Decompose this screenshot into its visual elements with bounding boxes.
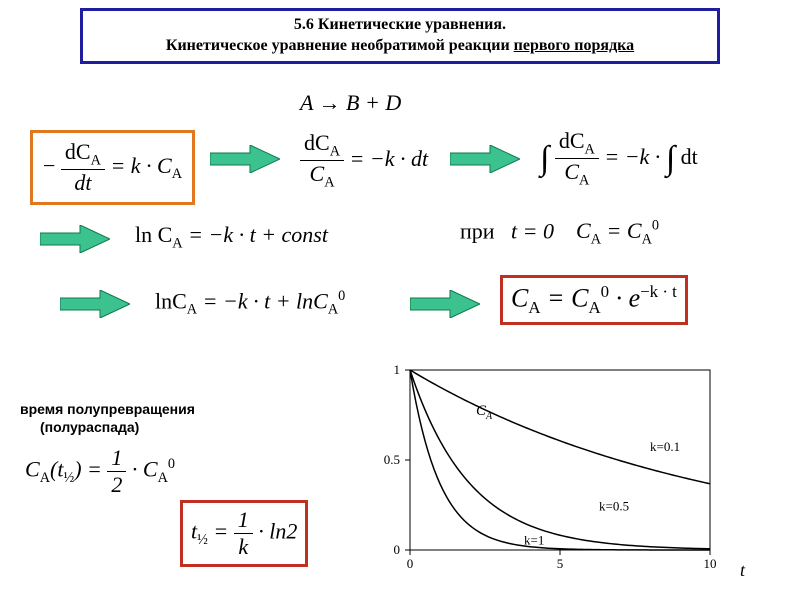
svg-text:0.5: 0.5: [384, 452, 400, 467]
eq5: lnCA = −k · t + lnCA0: [155, 288, 345, 319]
arrow-5: [410, 290, 480, 318]
reaction-equation: A → B + D: [300, 90, 401, 116]
title-line2: Кинетическое уравнение необратимой реакц…: [93, 36, 707, 57]
svg-text:k=1: k=1: [524, 533, 544, 548]
arrow-4: [60, 290, 130, 318]
svg-text:0: 0: [394, 542, 401, 557]
decay-chart: 0 5 10 0 0.5 1 k=0.1 k=0.5 k=1 CA: [370, 360, 730, 580]
eq7: CA(t½) = 1 2 · CA0: [25, 445, 175, 498]
title-line1: 5.6 Кинетические уравнения.: [93, 15, 707, 36]
eq3: ∫ dCA CA = −k · ∫ dt: [540, 128, 698, 190]
svg-text:0: 0: [407, 556, 414, 571]
eq2: dCA CA = −k · dt: [300, 130, 428, 192]
eq1-box: − dCA dt = k · CA: [30, 130, 195, 205]
eq1: − dCA dt = k · CA: [30, 130, 195, 205]
svg-text:1: 1: [394, 362, 401, 377]
eq6: CA = CA0 · e−k · t: [500, 275, 688, 325]
eq8: t½ = 1 k · ln2: [180, 500, 308, 567]
half-life-label: время полупревращения (полураспада): [20, 400, 195, 436]
svg-text:k=0.5: k=0.5: [599, 498, 629, 513]
arrow-2: [450, 145, 520, 173]
svg-text:CA: CA: [476, 403, 493, 422]
svg-text:k=0.1: k=0.1: [650, 439, 680, 454]
svg-text:5: 5: [557, 556, 564, 571]
slide-title-box: 5.6 Кинетические уравнения. Кинетическое…: [80, 8, 720, 64]
arrow-3: [40, 225, 110, 253]
eq4: ln CA = −k · t + const: [135, 222, 328, 252]
svg-text:10: 10: [704, 556, 717, 571]
x-axis-label: t: [740, 560, 745, 581]
eq6-box: CA = CA0 · e−k · t: [500, 275, 688, 325]
arrow-1: [210, 145, 280, 173]
initial-condition: при t = 0 CA = CA0: [460, 218, 659, 249]
eq8-box: t½ = 1 k · ln2: [180, 500, 308, 567]
